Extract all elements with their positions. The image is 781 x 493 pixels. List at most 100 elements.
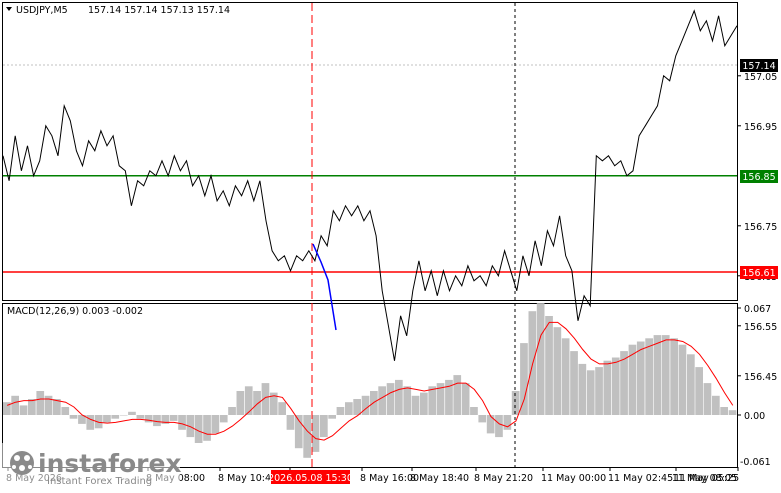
macd-histogram-bar <box>645 338 653 415</box>
macd-histogram-bar <box>578 363 587 415</box>
support-price-box: 156.61 <box>740 266 778 279</box>
macd-histogram-bar <box>153 415 161 427</box>
time-tick-label: 11 May 02:45 <box>608 473 673 484</box>
macd-histogram-bar <box>436 383 445 415</box>
macd-histogram-bar <box>495 415 503 438</box>
macd-histogram-bar <box>278 402 286 415</box>
macd-histogram-bar <box>478 415 487 423</box>
macd-label: MACD(12,26,9) 0.003 -0.002 <box>7 306 143 317</box>
vline-time-label: 2026.05.08 15:30 <box>268 473 353 484</box>
macd-histogram-bar <box>636 341 645 415</box>
macd-histogram-bar <box>203 415 211 441</box>
macd-histogram-bar <box>653 335 662 415</box>
macd-histogram-bar <box>536 303 545 415</box>
macd-histogram <box>3 303 737 458</box>
macd-histogram-bar <box>553 327 562 415</box>
macd-histogram-bar <box>361 395 370 415</box>
macd-histogram-bar <box>144 415 153 423</box>
vline-time-box: 2026.05.08 15:30 <box>268 470 353 484</box>
macd-histogram-bar <box>687 354 695 415</box>
current-price-box-label: 157.14 <box>742 61 775 72</box>
macd-axis: 0.067 0.00 -0.061 <box>737 304 771 468</box>
macd-histogram-bar <box>712 395 720 415</box>
macd-histogram-bar <box>678 344 687 415</box>
macd-histogram-bar <box>395 379 403 415</box>
macd-histogram-bar <box>28 399 36 415</box>
macd-histogram-bar <box>69 415 78 419</box>
macd-histogram-bar <box>628 344 637 415</box>
macd-histogram-bar <box>53 399 61 415</box>
macd-histogram-bar <box>269 392 278 415</box>
macd-histogram-bar <box>128 411 136 415</box>
macd-histogram-bar <box>586 370 595 415</box>
macd-histogram-bar <box>595 367 603 415</box>
macd-histogram-bar <box>703 383 712 415</box>
ohlc-values: 157.14 157.14 157.13 157.14 <box>88 5 230 16</box>
macd-histogram-bar <box>378 386 386 415</box>
macd-histogram-bar <box>411 395 420 415</box>
time-tick-label: 8 May 18:40 <box>410 473 469 484</box>
resistance-price-box: 156.85 <box>740 170 778 183</box>
time-tick-label: 8 May 10:40 <box>218 473 277 484</box>
macd-histogram-bar <box>194 415 203 443</box>
macd-histogram-bar <box>211 415 220 434</box>
time-tick-label: 11 May 05:25 <box>674 473 739 484</box>
brand-name: instaforex <box>38 449 182 478</box>
price-tick-label: 156.55 <box>744 322 777 333</box>
macd-histogram-bar <box>386 383 395 415</box>
macd-histogram-bar <box>111 415 120 419</box>
macd-histogram-bar <box>303 415 311 458</box>
macd-histogram-bar <box>86 415 95 430</box>
down-arrow-line <box>312 243 337 331</box>
macd-histogram-bar <box>19 405 28 415</box>
macd-histogram-bar <box>336 407 345 415</box>
macd-histogram-bar <box>311 415 320 452</box>
time-tick-label: 11 May 00:00 <box>541 473 606 484</box>
macd-histogram-bar <box>428 386 437 415</box>
macd-histogram-bar <box>420 392 428 415</box>
macd-histogram-bar <box>353 399 361 415</box>
macd-histogram-bar <box>670 338 678 415</box>
macd-histogram-bar <box>661 335 670 415</box>
macd-histogram-bar <box>461 383 470 415</box>
price-tick-label: 156.75 <box>744 222 777 233</box>
macd-histogram-bar <box>61 407 70 415</box>
macd-histogram-bar <box>445 379 453 415</box>
macd-histogram-bar <box>345 402 353 415</box>
macd-histogram-bar <box>78 415 86 424</box>
macd-histogram-bar <box>728 410 737 415</box>
macd-histogram-bar <box>44 395 53 415</box>
support-price-box-label: 156.61 <box>742 268 775 279</box>
macd-tick-top: 0.067 <box>744 304 771 315</box>
macd-histogram-bar <box>328 415 336 419</box>
macd-histogram-bar <box>470 407 478 415</box>
macd-histogram-bar <box>236 391 245 415</box>
macd-histogram-bar <box>36 391 45 415</box>
macd-histogram-bar <box>136 415 145 419</box>
macd-signal-line <box>7 321 734 441</box>
instaforex-logo-icon <box>10 451 34 475</box>
time-tick-label: 8 May 21:20 <box>474 473 533 484</box>
macd-histogram-bar <box>403 386 412 415</box>
macd-histogram-bar <box>570 351 578 415</box>
macd-histogram-bar <box>186 415 195 438</box>
instaforex-watermark: instaforex Instant Forex Trading <box>0 443 182 489</box>
symbol-dropdown-icon[interactable] <box>6 7 12 11</box>
macd-histogram-bar <box>320 415 328 438</box>
macd-histogram-bar <box>169 415 178 421</box>
macd-tick-zero: 0.00 <box>744 411 765 422</box>
macd-histogram-bar <box>94 415 103 429</box>
macd-histogram-bar <box>545 316 553 415</box>
macd-histogram-bar <box>253 391 261 415</box>
macd-histogram-bar <box>261 383 270 415</box>
macd-histogram-bar <box>244 386 253 415</box>
current-price-box: 157.14 <box>740 59 778 72</box>
macd-histogram-bar <box>453 375 462 415</box>
macd-histogram-bar <box>294 415 303 449</box>
macd-histogram-bar <box>620 351 628 415</box>
price-series-line <box>2 9 738 361</box>
macd-histogram-bar <box>511 391 520 415</box>
macd-histogram-bar <box>603 360 612 415</box>
